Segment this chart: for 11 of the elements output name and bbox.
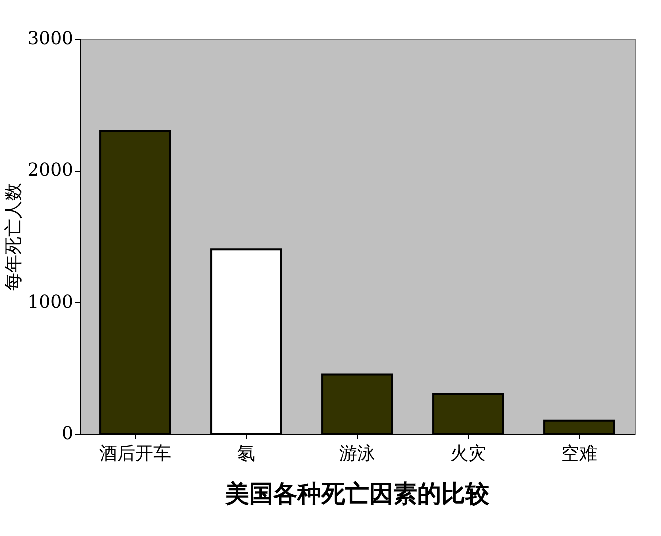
x-tick-label: 空难 [562,444,598,464]
y-tick-label: 2000 [28,160,74,182]
text: 美国各种死亡因素的比较 [224,479,490,508]
x-tick-label: 火灾 [450,444,486,464]
x-tick-label: 氡 [238,444,256,464]
x-tick-label: 游泳 [340,444,376,464]
x-tick-label: 酒后开车 [100,444,172,464]
y-axis-title: 每年死亡人数 [4,183,25,291]
y-tick-label: 1000 [28,292,74,313]
y-tick-label: 0 [62,424,74,444]
y-tick-label: 3000 [28,28,74,50]
